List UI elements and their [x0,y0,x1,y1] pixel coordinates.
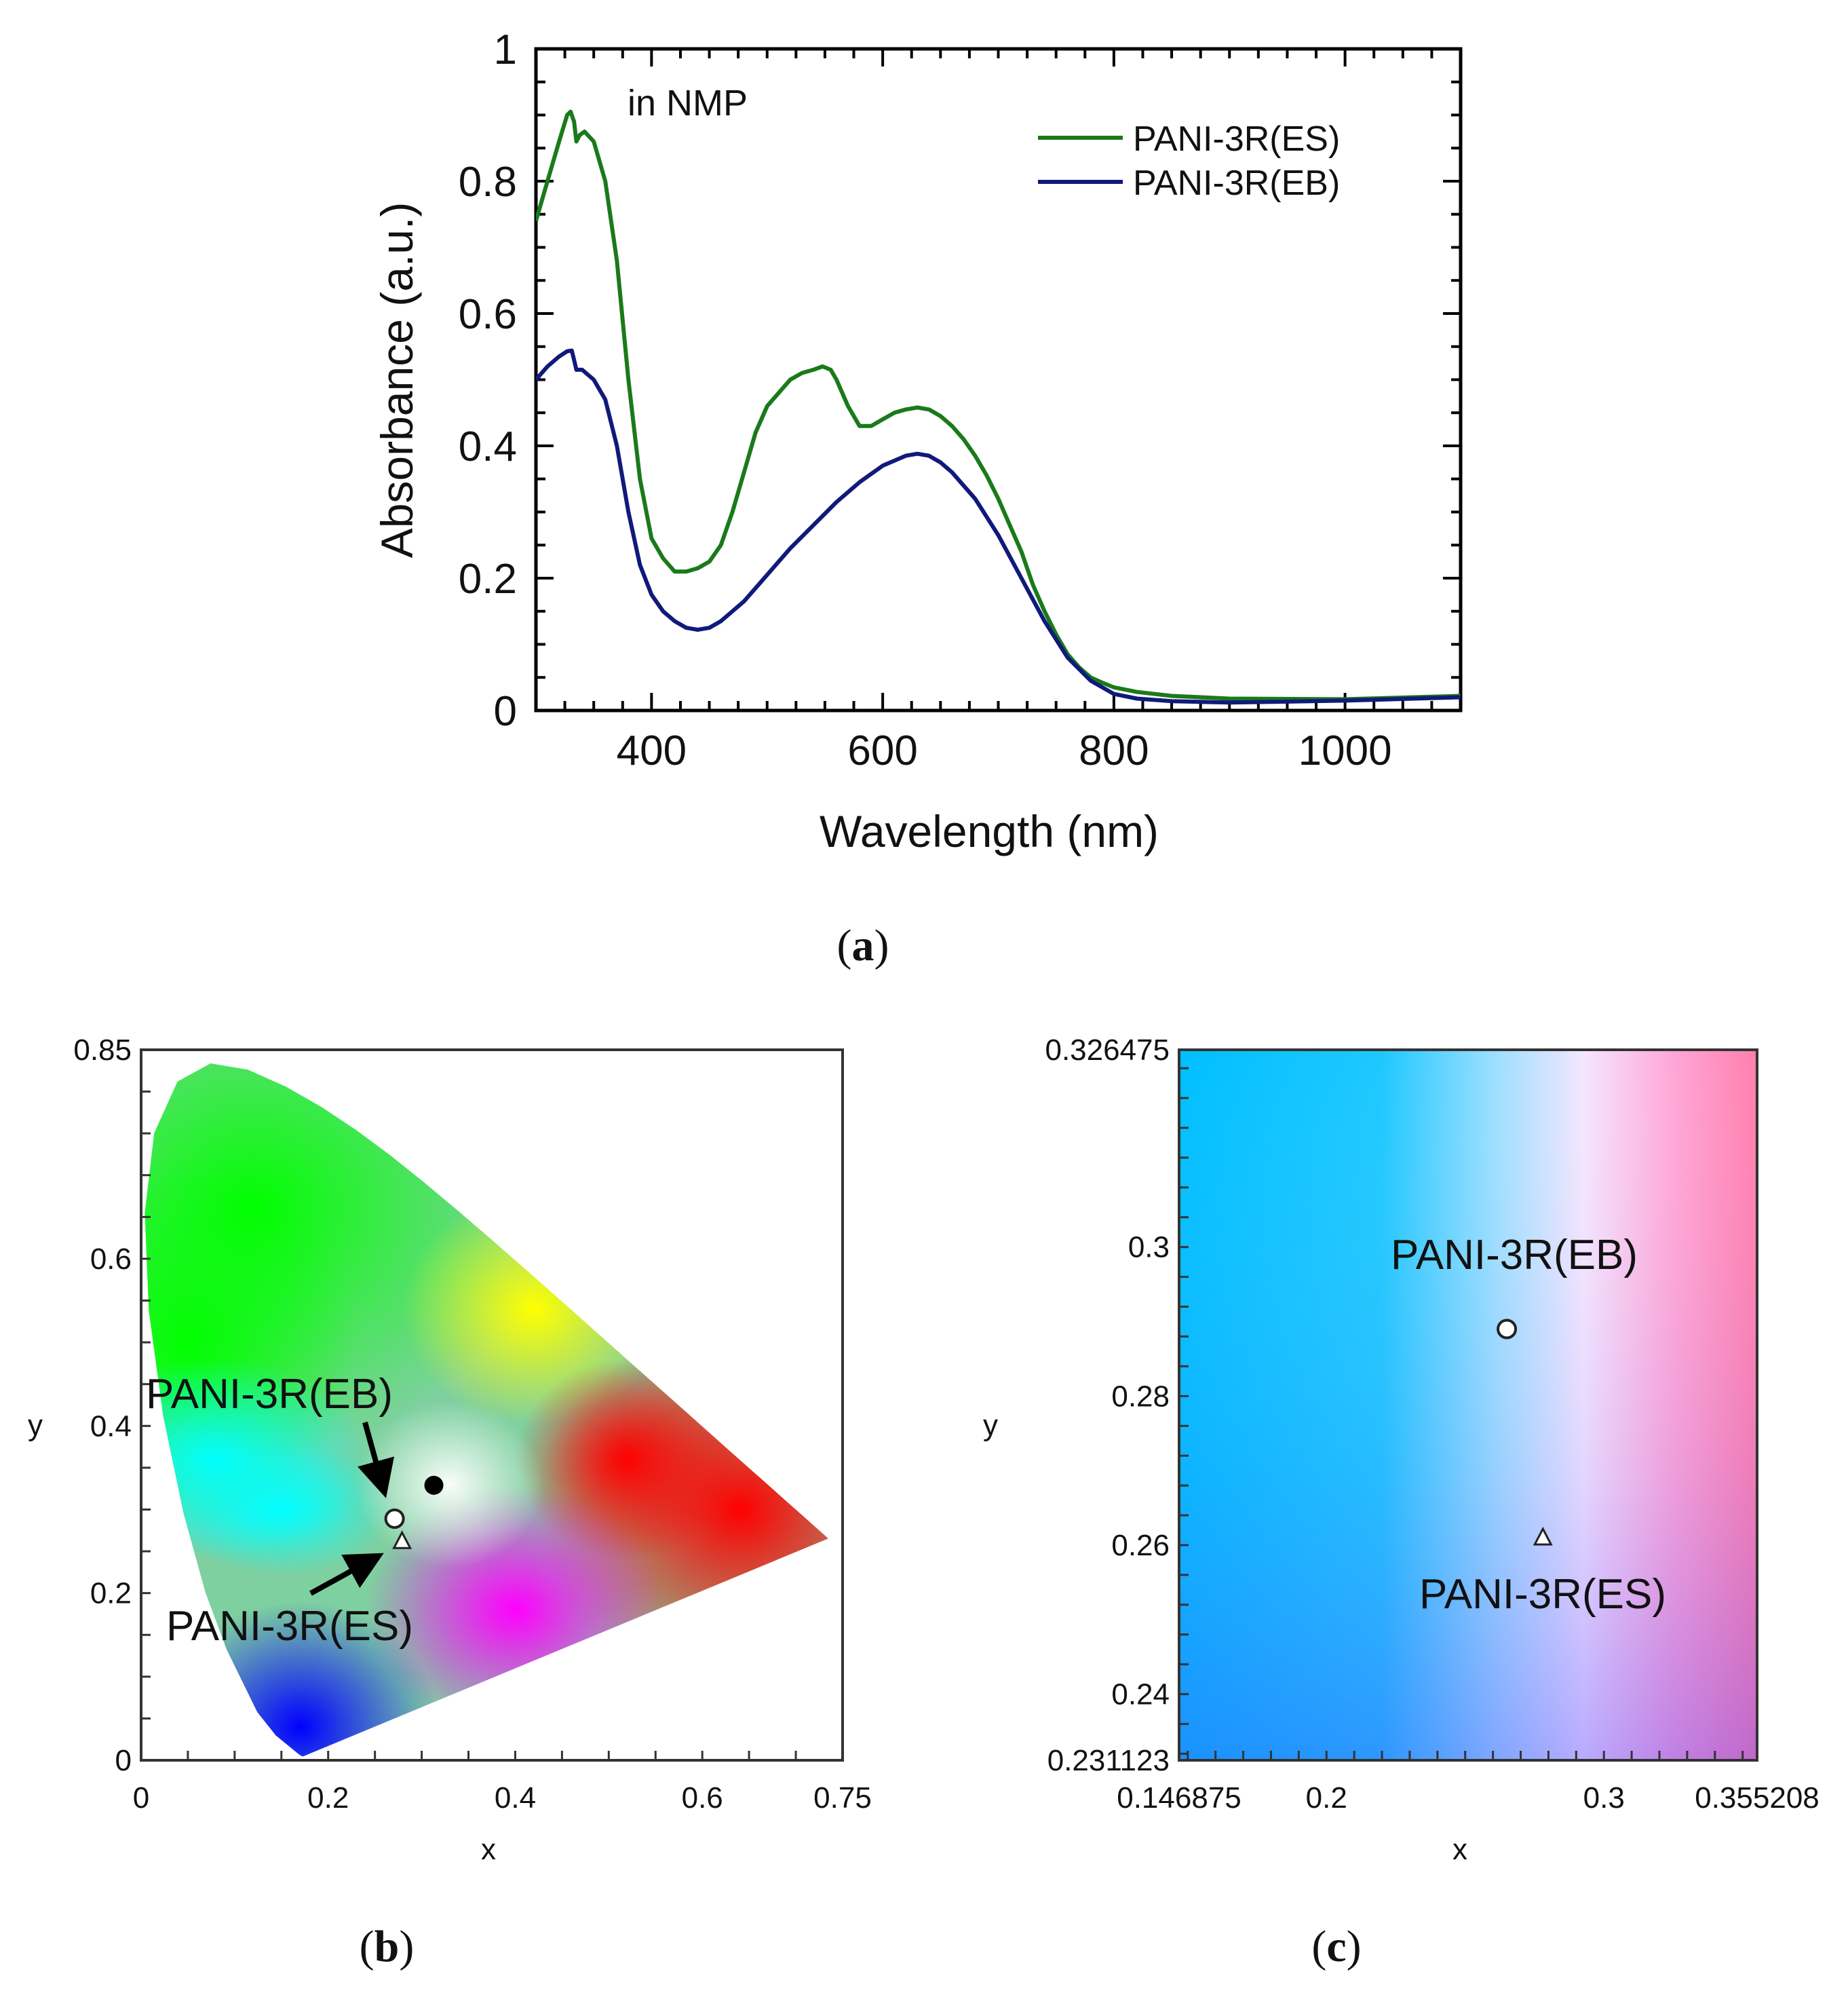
panel-c-x-tick-label: 0.146875 [1117,1781,1241,1815]
panel-a-y-tick-label: 0.8 [459,159,517,206]
point-es-marker [392,1530,412,1549]
point-white-marker [424,1475,444,1495]
series-line-eb [536,348,1461,705]
panel-c-y-tick-label: 0.231123 [1047,1744,1170,1777]
panel-a-label: (a) [837,921,889,970]
panel-b-y-tick-label: 0 [115,1744,132,1777]
annotation-eb: PANI-3R(EB) [146,1371,393,1418]
panel-b-x-tick-label: 0.75 [813,1781,872,1815]
panel-c-points [1497,1319,1553,1546]
point-es-marker [1533,1526,1553,1546]
panel-b-x-tick-label: 0.4 [495,1781,536,1815]
panel-c-label-eb: PANI-3R(EB) [1391,1232,1638,1278]
panel-b-x-tick-label: 0 [133,1781,149,1815]
panel-b-label: (b) [360,1922,415,1971]
panel-b-y-tick-label: 0.4 [90,1409,132,1443]
panel-b-y-tick-label: 0.2 [90,1577,132,1610]
panel-b-ylabel: y [28,1409,43,1442]
panel-c-background-shade [1179,1050,1757,1760]
panel-a-y-tick-label: 1 [494,26,517,73]
chromaticity-color-blob [356,1401,543,1568]
panel-a-x-tick-label: 400 [617,727,687,774]
panel-a-annotation: in NMP [628,83,748,124]
panel-a-legend: PANI-3R(ES) PANI-3R(EB) [1038,119,1340,203]
legend-label-eb: PANI-3R(EB) [1133,164,1340,203]
panel-b-x-tick-label: 0.6 [682,1781,723,1815]
panel-a-absorbance-chart: 400 600 800 1000 0 0.2 0.4 0.6 0.8 1 in NMP PANI-… [372,26,1463,970]
panel-b-annotations: PANI-3R(EB) PANI-3R(ES) [146,1371,413,1650]
panel-b-axes: 0 0.2 0.4 0.6 0.75 0 0.2 0.4 0.6 0.85 [73,1034,871,1815]
panel-c-y-tick-label: 0.24 [1111,1678,1170,1711]
panel-c-y-tick-label: 0.326475 [1045,1034,1170,1067]
panel-c-cie-zoom: 0.146875 0.2 0.3 0.355208 0.231123 0.24 0.26 0.… [983,1034,1820,1971]
panel-a-xlabel: Wavelength (nm) [820,806,1159,856]
annotation-es: PANI-3R(ES) [166,1603,413,1650]
panel-c-ylabel: y [983,1409,998,1442]
panel-a-ylabel: Absorbance (a.u.) [372,202,422,558]
arrow-eb [358,1421,395,1498]
panel-a-y-tick-label: 0 [494,688,517,735]
panel-a-y-tick-label: 0.2 [459,556,517,603]
legend-label-es: PANI-3R(ES) [1133,119,1340,159]
arrow-es [309,1553,384,1596]
panel-c-y-tick-label: 0.26 [1111,1529,1170,1562]
panel-c-x-tick-label: 0.355208 [1695,1781,1820,1815]
series-line-es [536,109,1461,702]
panel-b-points [384,1475,444,1549]
panel-a-axes: 400 600 800 1000 0 0.2 0.4 0.6 0.8 1 [459,26,1462,774]
panel-b-x-tick-label: 0.2 [307,1781,349,1815]
panel-c-x-tick-label: 0.3 [1583,1781,1625,1815]
panel-a-y-tick-label: 0.4 [459,423,517,470]
panel-c-label: (c) [1311,1922,1361,1971]
panel-c-y-tick-label: 0.28 [1111,1380,1170,1413]
panel-b-y-tick-label: 0.6 [90,1243,132,1276]
panel-b-cie-diagram: 0 0.2 0.4 0.6 0.75 0 0.2 0.4 0.6 0.85 PANI-3R(EB)… [28,1034,872,1971]
panel-c-y-tick-label: 0.3 [1128,1231,1170,1264]
panel-a-x-tick-label: 800 [1079,727,1149,774]
panel-b-xlabel: x [481,1833,496,1866]
chromaticity-color-blob [169,1442,394,1577]
panel-c-plot-frame [1178,1048,1758,1762]
panel-a-x-tick-label: 1000 [1298,727,1392,774]
panel-c-axes: 0.146875 0.2 0.3 0.355208 0.231123 0.24 0.26 0.… [1045,1034,1819,1815]
panel-a-x-tick-label: 600 [847,727,917,774]
point-eb-marker [1497,1319,1518,1340]
panel-a-series-lines [536,109,1461,705]
panel-b-y-tick-label: 0.85 [73,1034,132,1067]
panel-c-xlabel: x [1452,1833,1467,1866]
panel-c-x-tick-label: 0.2 [1306,1781,1347,1815]
panel-a-y-tick-label: 0.6 [459,291,517,338]
panel-c-label-es: PANI-3R(ES) [1419,1571,1666,1618]
point-eb-marker [384,1509,405,1530]
panel-b-plot-frame [140,1048,844,1762]
